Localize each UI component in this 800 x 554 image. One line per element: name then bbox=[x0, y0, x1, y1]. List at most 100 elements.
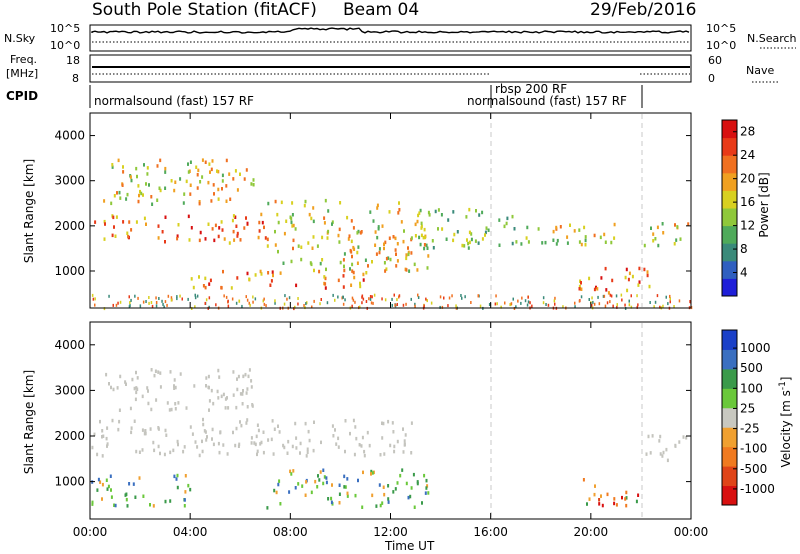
power-echo-cell bbox=[396, 259, 399, 263]
velocity-echo-cell bbox=[283, 445, 286, 450]
power-echo-cell bbox=[286, 297, 288, 301]
power-echo-cell bbox=[578, 228, 581, 232]
power-echo-cell bbox=[198, 200, 201, 204]
velocity-echo-cell bbox=[387, 484, 390, 488]
velocity-echo-cell bbox=[651, 434, 654, 438]
velocity-echo-cell bbox=[125, 382, 127, 386]
power-echo-cell bbox=[150, 195, 153, 199]
power-echo-cell bbox=[361, 294, 364, 298]
power-echo-cell bbox=[662, 304, 664, 308]
power-echo-cell bbox=[407, 252, 410, 257]
power-echo-cell bbox=[350, 219, 353, 223]
power-echo-cell bbox=[269, 283, 272, 287]
power-echo-cell bbox=[157, 236, 160, 240]
velocity-echo-cell bbox=[382, 485, 385, 489]
velocity-echo-cell bbox=[272, 452, 275, 456]
power-echo-cell bbox=[667, 302, 669, 306]
power-echo-cell bbox=[204, 276, 207, 281]
velocity-echo-cell bbox=[250, 379, 253, 383]
power-echo-cell bbox=[419, 208, 422, 213]
power-echo-cell bbox=[199, 230, 202, 235]
beam-label: Beam 04 bbox=[343, 0, 419, 20]
power-echo-cell bbox=[114, 234, 117, 238]
velocity-echo-cell bbox=[222, 392, 225, 397]
power-echo-cell bbox=[350, 239, 353, 244]
velocity-echo-cell bbox=[279, 502, 282, 506]
power-echo-cell bbox=[313, 299, 315, 303]
power-echo-cell bbox=[321, 258, 324, 262]
power-echo-cell bbox=[103, 237, 106, 241]
velocity-echo-cell bbox=[412, 472, 415, 477]
power-echo-cell bbox=[423, 246, 426, 251]
power-echo-cell bbox=[156, 164, 159, 168]
power-echo-cell bbox=[652, 232, 655, 236]
power-echo-cell bbox=[234, 215, 237, 219]
velocity-echo-cell bbox=[168, 408, 171, 412]
velocity-echo-cell bbox=[287, 439, 290, 444]
velocity-echo-cell bbox=[393, 449, 396, 454]
power-echo-cell bbox=[94, 303, 96, 307]
power-echo-cell bbox=[233, 238, 236, 242]
power-echo-cell bbox=[418, 235, 421, 240]
power-echo-cell bbox=[397, 211, 400, 215]
velocity-echo-cell bbox=[392, 430, 395, 434]
power-echo-cell bbox=[307, 241, 310, 245]
noise-left-tick-low: 10^0 bbox=[50, 39, 80, 52]
power-echo-cell bbox=[659, 305, 661, 309]
power-echo-cell bbox=[612, 304, 614, 308]
power-echo-cell bbox=[303, 203, 306, 208]
power-echo-cell bbox=[110, 201, 113, 206]
power-echo-cell bbox=[209, 278, 212, 283]
power-echo-cell bbox=[616, 303, 618, 307]
velocity-echo-cell bbox=[189, 425, 192, 429]
power-echo-cell bbox=[352, 226, 355, 230]
power-echo-cell bbox=[405, 253, 408, 257]
power-echo-cell bbox=[424, 235, 427, 240]
velocity-echo-cell bbox=[125, 497, 128, 502]
velocity-echo-cell bbox=[175, 477, 178, 481]
power-echo-cell bbox=[600, 276, 603, 280]
power-echo-cell bbox=[344, 298, 346, 302]
power-echo-cell bbox=[243, 177, 246, 181]
power-echo-cell bbox=[342, 258, 345, 262]
power-echo-cell bbox=[176, 297, 178, 301]
power-echo-cell bbox=[338, 227, 341, 232]
velocity-echo-cell bbox=[262, 430, 265, 434]
velocity-echo-cell bbox=[613, 501, 616, 506]
velocity-echo-cell bbox=[124, 380, 127, 384]
power-echo-cell bbox=[423, 304, 425, 308]
power-echo-cell bbox=[262, 299, 264, 303]
power-echo-cell bbox=[580, 281, 582, 285]
velocity-echo-cell bbox=[226, 396, 228, 400]
power-echo-cell bbox=[239, 238, 242, 242]
power-echo-cell bbox=[236, 276, 239, 280]
x-tick-label: 20:00 bbox=[574, 525, 609, 539]
power-echo-cell bbox=[305, 302, 307, 306]
velocity-echo-cell bbox=[232, 370, 235, 374]
velocity-echo-cell bbox=[234, 443, 237, 448]
power-echo-cell bbox=[122, 165, 124, 169]
velocity-echo-cell bbox=[371, 471, 374, 475]
freq-tick-low: 8 bbox=[72, 72, 79, 85]
velocity-echo-cell bbox=[159, 371, 162, 375]
power-echo-cell bbox=[135, 220, 138, 224]
power-echo-cell bbox=[189, 183, 192, 187]
power-echo-cell bbox=[342, 274, 345, 278]
velocity-echo-cell bbox=[149, 427, 152, 431]
power-echo-cell bbox=[369, 295, 372, 298]
velocity-echo-cell bbox=[277, 424, 279, 428]
power-echo-cell bbox=[414, 304, 416, 308]
velocity-echo-cell bbox=[157, 426, 160, 430]
velocity-echo-cell bbox=[319, 470, 322, 474]
velocity-echo-cell bbox=[101, 435, 103, 439]
power-echo-cell bbox=[554, 296, 556, 300]
power-echo-cell bbox=[223, 294, 225, 298]
velocity-echo-cell bbox=[320, 440, 322, 445]
velocity-echo-cell bbox=[277, 482, 280, 487]
power-echo-cell bbox=[367, 264, 369, 268]
velocity-echo-cell bbox=[330, 496, 333, 501]
power-echo-cell bbox=[248, 301, 250, 305]
velocity-echo-cell bbox=[232, 430, 234, 435]
power-echo-cell bbox=[359, 305, 361, 309]
power-echo-cell bbox=[584, 238, 587, 243]
